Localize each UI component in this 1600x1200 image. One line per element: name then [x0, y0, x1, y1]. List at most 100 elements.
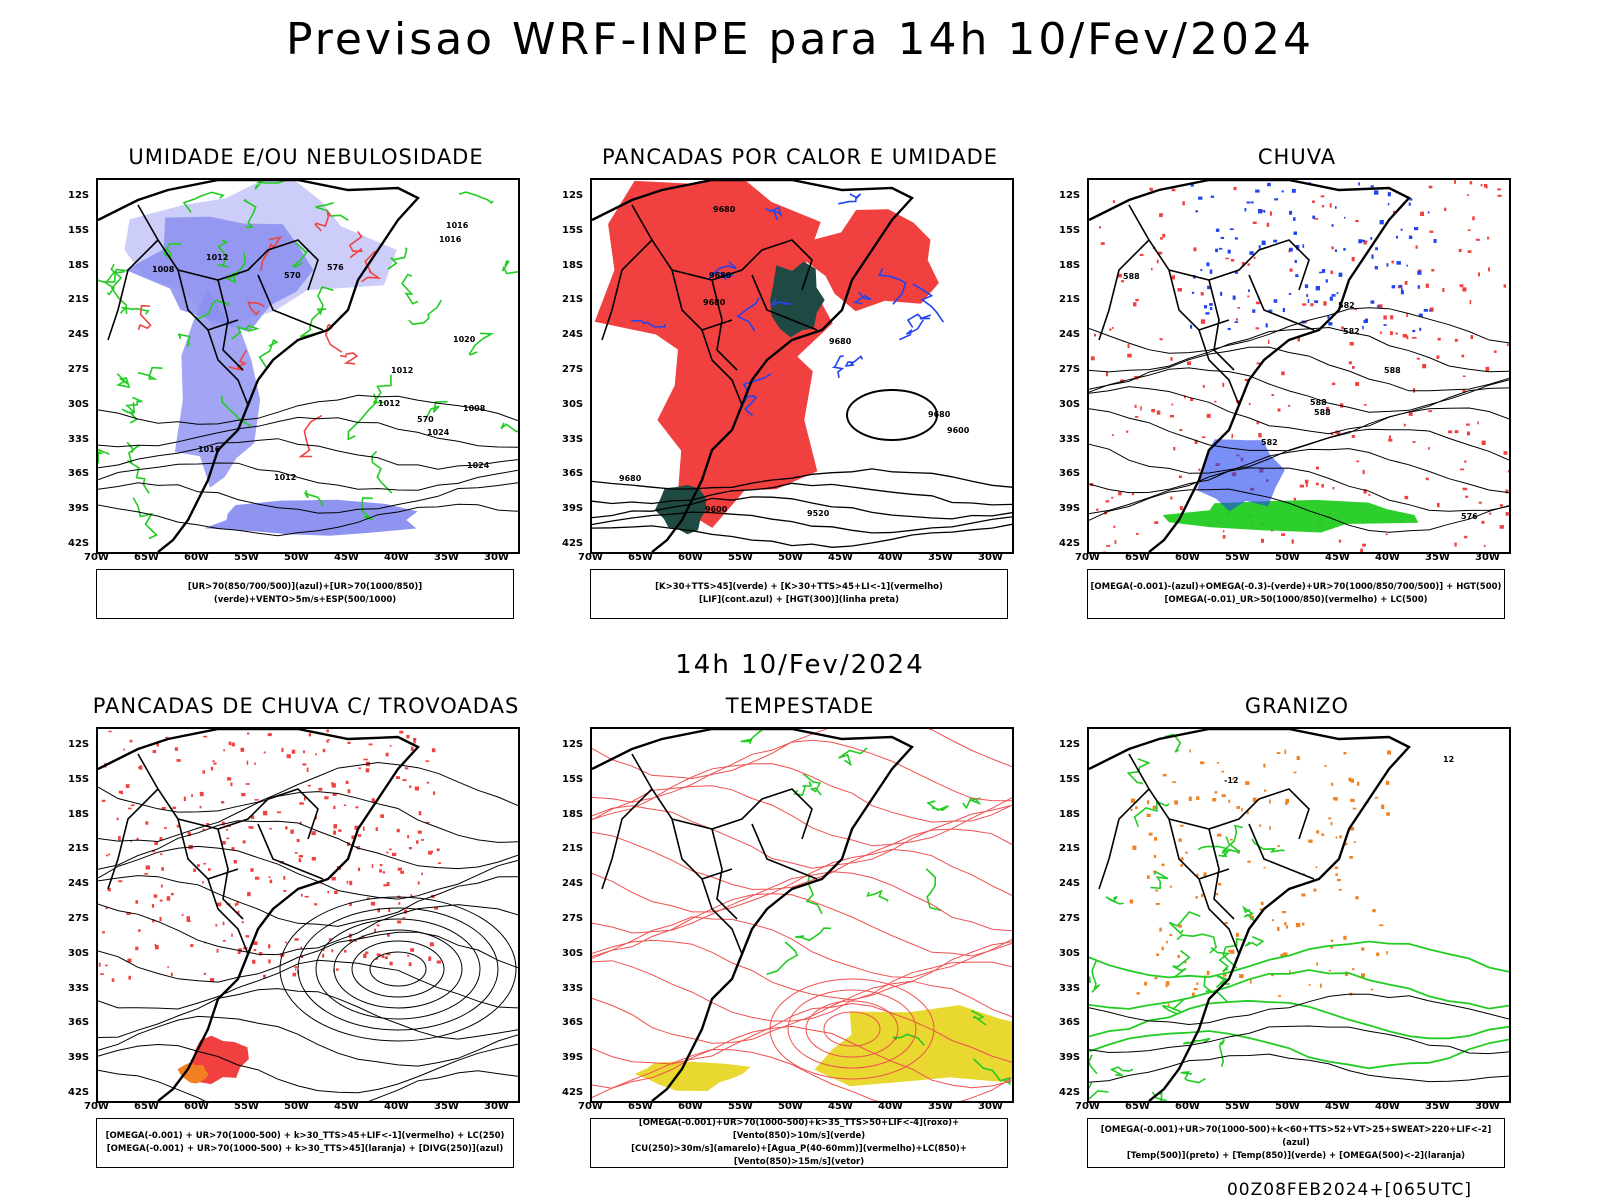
streamline — [98, 959, 518, 1010]
lon-tick-label: 70W — [84, 1101, 109, 1112]
rain-pixel — [1348, 361, 1352, 365]
storm-pixel — [237, 950, 241, 954]
panel-legend: [OMEGA(-0.001) + UR>70(1000-500) + k>30_… — [96, 1118, 514, 1168]
lat-tick-label: 30S — [68, 947, 90, 959]
rain-pixel — [1304, 479, 1309, 484]
storm-pixel — [285, 826, 288, 830]
hail-pixel — [1328, 969, 1331, 972]
precipitable-water-contour — [592, 729, 1012, 780]
storm-pixel — [231, 847, 235, 850]
contour-value-label: 1016 — [439, 235, 462, 244]
rain-pixel — [1335, 430, 1340, 434]
humidity-low-contour — [424, 400, 448, 421]
hail-pixel — [1370, 988, 1374, 991]
hail-pixel — [1165, 981, 1170, 986]
rain-pixel — [1229, 228, 1234, 231]
hail-pixel — [1155, 889, 1159, 892]
hail-pixel — [1246, 810, 1249, 815]
rain-pixel — [1307, 299, 1310, 303]
hail-pixel — [1148, 832, 1153, 836]
hail-pixel — [1349, 826, 1355, 831]
lat-tick-label: 15S — [1059, 224, 1081, 236]
storm-pixel — [416, 840, 419, 844]
rain-pixel — [1255, 301, 1261, 305]
panel-title: PANCADAS POR CALOR E UMIDADE — [601, 145, 999, 169]
humidity-low-contour — [501, 260, 518, 275]
heavy-rain-area — [1162, 499, 1419, 533]
pressure-contour — [98, 416, 518, 448]
coastline — [1089, 729, 1411, 1101]
lat-tick-label: 18S — [1059, 259, 1081, 271]
contour-value-label: 570 — [284, 271, 301, 280]
hail-pixel — [1193, 988, 1198, 991]
rain-pixel — [1134, 416, 1139, 418]
rain-pixel — [1380, 331, 1382, 334]
country-border — [137, 204, 239, 331]
map-svg: 9680 9680 9680 9680 9680 9600 9520 9680 9600 — [592, 180, 1012, 552]
lat-tick-label: 39S — [1059, 503, 1081, 515]
rain-pixel — [1363, 319, 1367, 324]
hail-pixel — [1335, 836, 1338, 839]
storm-pixel — [363, 758, 368, 761]
storm-pixel — [347, 789, 351, 794]
storm-pixel — [417, 830, 422, 834]
rain-pixel — [1258, 433, 1262, 438]
storm-pixel — [389, 745, 392, 747]
rain-pixel — [1200, 292, 1204, 296]
temp850-contour — [1251, 838, 1285, 853]
hail-pixel — [1200, 761, 1205, 765]
panel-legend: [OMEGA(-0.001)-(azul)+OMEGA(-0.3)-(verde… — [1087, 569, 1505, 619]
storm-pixel — [413, 739, 416, 744]
hail-pixel — [1222, 972, 1227, 977]
hail-pixel — [1263, 763, 1266, 768]
lat-tick-label: 33S — [562, 982, 584, 994]
lon-tick-label: 60W — [184, 552, 209, 563]
rain-pixel — [1349, 342, 1354, 346]
humidity-low-contour — [177, 333, 191, 348]
lifted-index-contour — [838, 193, 862, 205]
humidity-low-contour — [110, 263, 128, 315]
legend-line: [K>30+TTS>45](verde) + [K>30+TTS>45+LI<-… — [655, 582, 943, 592]
storm-pixel — [165, 736, 169, 739]
precipitable-water-contour — [592, 848, 1012, 913]
rain-pixel — [1261, 210, 1266, 212]
rain-pixel — [1305, 320, 1308, 324]
storm-pixel — [438, 862, 441, 864]
rain-pixel — [1220, 291, 1223, 296]
country-border — [1168, 239, 1310, 291]
storm-pixel — [118, 836, 121, 841]
storm-pixel — [193, 868, 196, 872]
storm-pixel — [338, 829, 342, 832]
storm-pixel — [374, 928, 376, 933]
hail-pixel — [1335, 873, 1338, 876]
lon-tick-label: 55W — [1225, 552, 1250, 563]
rain-pixel — [1191, 291, 1195, 294]
rain-pixel — [1281, 533, 1285, 536]
storm-pixel — [102, 931, 105, 934]
storm-pixel — [357, 834, 362, 837]
storm-pixel — [203, 862, 206, 865]
hail-pixel — [1313, 888, 1317, 892]
storm-pixel — [216, 902, 222, 907]
storm-pixel — [315, 815, 317, 820]
hail-pixel — [1334, 866, 1339, 869]
storm-pixel — [253, 941, 258, 945]
rain-pixel — [1288, 404, 1291, 407]
hail-pixel — [1338, 888, 1342, 891]
storm-pixel — [349, 902, 352, 907]
rain-pixel — [1200, 319, 1206, 324]
hail-pixel — [1221, 770, 1224, 773]
contour-value-label: 576 — [1461, 512, 1478, 521]
storm-pixel — [431, 748, 436, 753]
rain-pixel — [1497, 188, 1501, 191]
storm-pixel — [206, 823, 209, 826]
storm-pixel — [247, 892, 251, 897]
rain-pixel — [1336, 292, 1339, 295]
storm-pixel — [234, 903, 237, 907]
rain-pixel — [1234, 237, 1238, 240]
storm-pixel — [100, 973, 104, 975]
hail-pixel — [1196, 796, 1200, 800]
hail-pixel — [1165, 984, 1168, 988]
lon-tick-label: 45W — [1325, 552, 1350, 563]
lat-tick-label: 12S — [68, 190, 90, 201]
